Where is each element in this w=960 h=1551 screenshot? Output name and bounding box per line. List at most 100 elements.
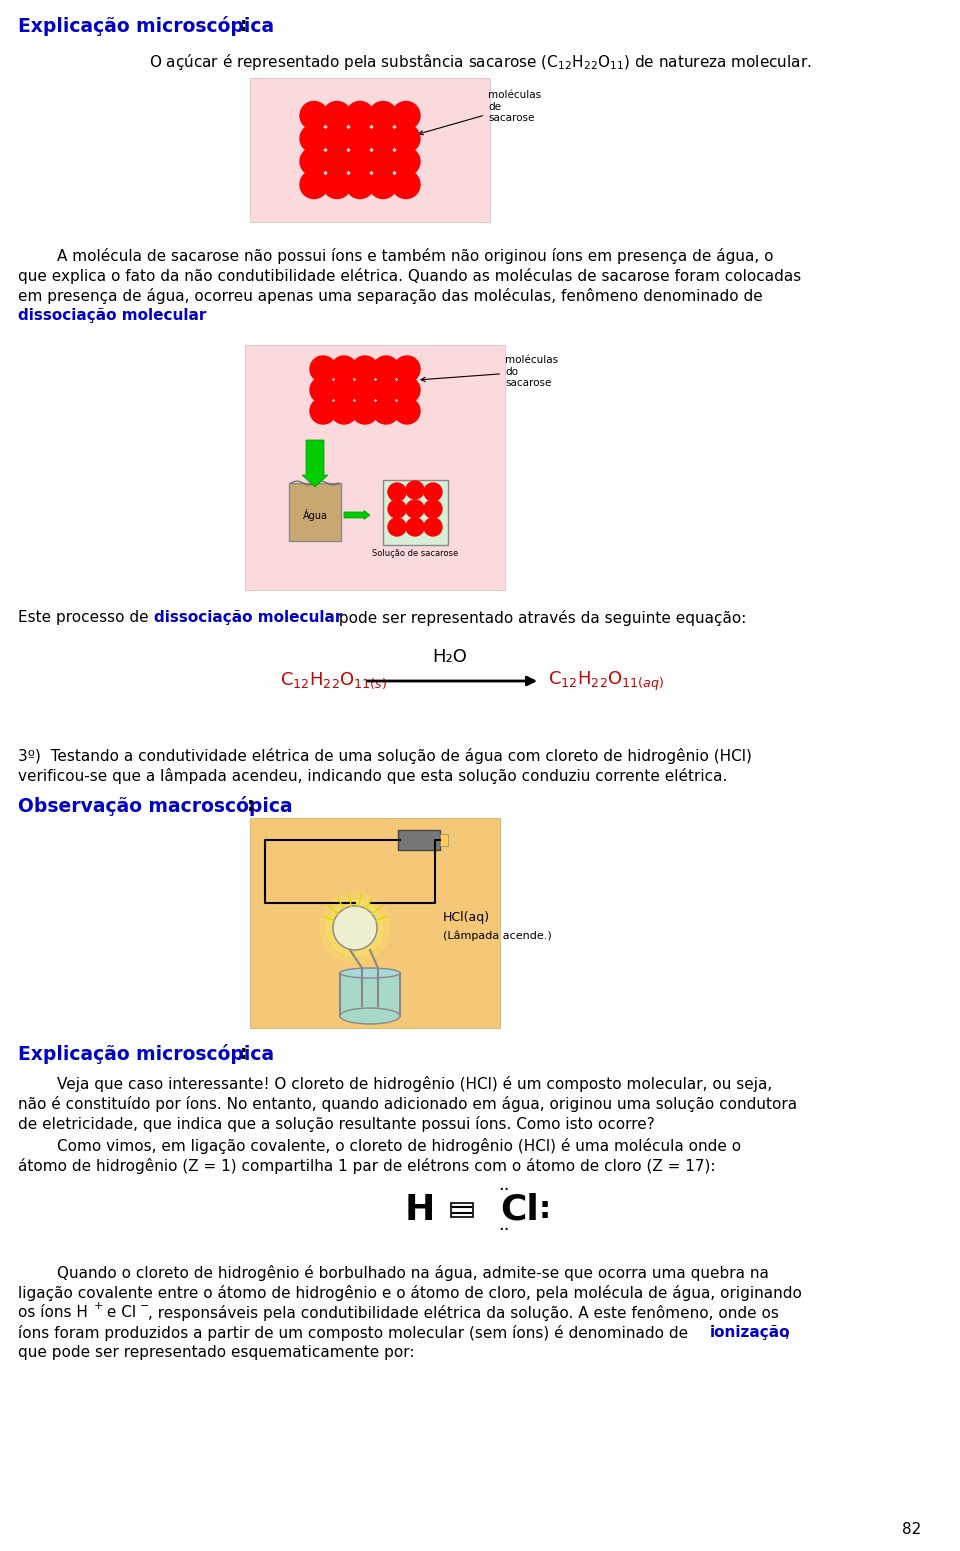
Text: ionização: ionização (710, 1325, 790, 1340)
Text: os íons H: os íons H (18, 1304, 88, 1320)
Circle shape (300, 124, 328, 152)
Text: 82: 82 (902, 1523, 922, 1537)
Circle shape (388, 482, 406, 501)
Circle shape (406, 499, 424, 518)
Text: de eletricidade, que indica que a solução resultante possui íons. Como isto ocor: de eletricidade, que indica que a soluçã… (18, 1117, 655, 1132)
Circle shape (392, 101, 420, 129)
Text: verificou-se que a lâmpada acendeu, indicando que esta solução conduziu corrente: verificou-se que a lâmpada acendeu, indi… (18, 768, 728, 783)
Text: (Lâmpada acende.): (Lâmpada acende.) (443, 931, 552, 941)
Text: Quando o cloreto de hidrogênio é borbulhado na água, admite-se que ocorra uma qu: Quando o cloreto de hidrogênio é borbulh… (18, 1266, 769, 1281)
Text: Cl: Cl (500, 1193, 539, 1227)
Text: ,: , (785, 1325, 790, 1340)
Circle shape (352, 399, 378, 423)
Circle shape (300, 101, 328, 129)
Text: A molécula de sacarose não possui íons e também não originou íons em presença de: A molécula de sacarose não possui íons e… (18, 248, 774, 264)
Text: átomo de hidrogênio (Z = 1) compartilha 1 par de elétrons com o átomo de cloro (: átomo de hidrogênio (Z = 1) compartilha … (18, 1159, 715, 1174)
Text: Veja que caso interessante! O cloreto de hidrogênio (HCl) é um composto molecula: Veja que caso interessante! O cloreto de… (18, 1076, 772, 1092)
Circle shape (333, 906, 377, 951)
Text: C$_{12}$H$_{22}$O$_{11(s)}$: C$_{12}$H$_{22}$O$_{11(s)}$ (280, 670, 387, 690)
Text: :: : (247, 796, 254, 814)
Text: moléculas
de
sacarose: moléculas de sacarose (419, 90, 541, 135)
Circle shape (300, 171, 328, 199)
Circle shape (369, 101, 397, 129)
Circle shape (369, 147, 397, 175)
Circle shape (406, 481, 424, 499)
Circle shape (424, 499, 442, 518)
Circle shape (388, 499, 406, 518)
Circle shape (335, 907, 375, 948)
Text: pode ser representado através da seguinte equação:: pode ser representado através da seguint… (334, 610, 746, 627)
Text: e Cl: e Cl (102, 1304, 136, 1320)
Text: ··: ·· (498, 1180, 510, 1199)
Circle shape (323, 147, 351, 175)
Circle shape (300, 147, 328, 175)
Circle shape (424, 518, 442, 537)
Circle shape (392, 171, 420, 199)
Circle shape (310, 357, 336, 382)
Text: que explica o fato da não condutibilidade elétrica. Quando as moléculas de sacar: que explica o fato da não condutibilidad… (18, 268, 802, 284)
FancyArrow shape (302, 440, 328, 487)
Text: ligação covalente entre o átomo de hidrogênio e o átomo de cloro, pela molécula : ligação covalente entre o átomo de hidro… (18, 1284, 802, 1301)
Text: Explicação microscópica: Explicação microscópica (18, 1044, 275, 1064)
Text: :: : (240, 1044, 248, 1062)
Text: dissociação molecular: dissociação molecular (18, 309, 206, 323)
FancyBboxPatch shape (398, 830, 440, 850)
Circle shape (373, 357, 399, 382)
Circle shape (346, 124, 374, 152)
Text: 3º)  Testando a condutividade elétrica de uma solução de água com cloreto de hid: 3º) Testando a condutividade elétrica de… (18, 748, 752, 765)
Text: O açúcar é representado pela substância sacarose (C$_{12}$H$_{22}$O$_{11}$) de n: O açúcar é representado pela substância … (149, 53, 811, 71)
FancyBboxPatch shape (451, 1204, 473, 1218)
FancyArrow shape (344, 510, 370, 520)
Text: +: + (94, 1301, 104, 1311)
Circle shape (331, 357, 357, 382)
Text: que pode ser representado esquematicamente por:: que pode ser representado esquematicamen… (18, 1345, 415, 1360)
Text: H: H (405, 1193, 435, 1227)
Circle shape (323, 101, 351, 129)
Circle shape (352, 377, 378, 403)
Text: não é constituído por íons. No entanto, quando adicionado em água, originou uma : não é constituído por íons. No entanto, … (18, 1097, 797, 1112)
Circle shape (394, 399, 420, 423)
Circle shape (369, 171, 397, 199)
Text: :: : (240, 16, 248, 36)
Text: , responsáveis pela condutibilidade elétrica da solução. A este fenômeno, onde o: , responsáveis pela condutibilidade elét… (148, 1304, 779, 1321)
Ellipse shape (340, 968, 400, 979)
Text: Água: Água (302, 509, 327, 521)
Text: ··: ·· (498, 1221, 510, 1239)
Text: Solução de sacarose: Solução de sacarose (372, 549, 458, 557)
Circle shape (392, 147, 420, 175)
Text: HCl(aq): HCl(aq) (443, 912, 491, 924)
Text: −: − (140, 1301, 150, 1311)
FancyBboxPatch shape (250, 817, 500, 1028)
Circle shape (323, 171, 351, 199)
Circle shape (327, 900, 383, 955)
Text: Como vimos, em ligação covalente, o cloreto de hidrogênio (HCl) é uma molécula o: Como vimos, em ligação covalente, o clor… (18, 1138, 741, 1154)
Circle shape (331, 399, 357, 423)
Text: em presença de água, ocorreu apenas uma separação das moléculas, fenômeno denomi: em presença de água, ocorreu apenas uma … (18, 288, 763, 304)
FancyBboxPatch shape (440, 834, 448, 845)
Text: moléculas
do
sacarose: moléculas do sacarose (421, 355, 558, 388)
Circle shape (320, 893, 390, 963)
Circle shape (310, 399, 336, 423)
Ellipse shape (340, 1008, 400, 1024)
FancyBboxPatch shape (250, 78, 490, 222)
Text: H₂O: H₂O (433, 648, 468, 665)
Circle shape (406, 518, 424, 537)
Circle shape (346, 101, 374, 129)
Circle shape (346, 171, 374, 199)
Circle shape (394, 377, 420, 403)
Text: :: : (539, 1196, 551, 1224)
FancyBboxPatch shape (245, 344, 505, 589)
Text: C$_{12}$H$_{22}$O$_{11(aq)}$: C$_{12}$H$_{22}$O$_{11(aq)}$ (548, 670, 664, 693)
Circle shape (369, 124, 397, 152)
Text: Explicação microscópica: Explicação microscópica (18, 16, 275, 36)
Circle shape (323, 124, 351, 152)
Circle shape (310, 377, 336, 403)
Circle shape (352, 357, 378, 382)
Text: Observação macroscópica: Observação macroscópica (18, 796, 293, 816)
Circle shape (373, 399, 399, 423)
FancyBboxPatch shape (382, 479, 447, 544)
Circle shape (331, 377, 357, 403)
Text: .: . (193, 309, 198, 323)
FancyBboxPatch shape (289, 482, 341, 541)
FancyBboxPatch shape (340, 972, 400, 1016)
